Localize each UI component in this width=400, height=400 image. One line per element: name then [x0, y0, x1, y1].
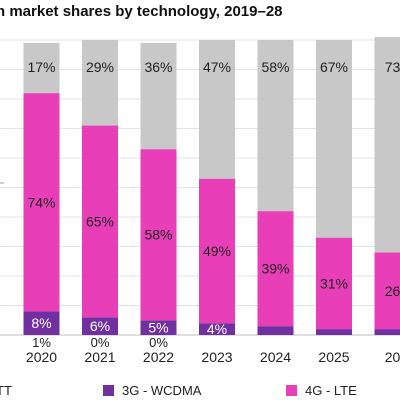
data-label-2025-series-2: 67%	[320, 59, 348, 75]
bottom-label-2022: 0%	[149, 335, 168, 350]
data-label-2022-series-2: 36%	[144, 59, 172, 75]
data-label-2023-series-2: 47%	[203, 59, 231, 75]
bar-2025-series-2	[316, 40, 352, 238]
data-label-2020-series-2: 17%	[27, 59, 55, 75]
legend-swatch-4g	[286, 384, 297, 396]
x-tick-label-2020: 2020	[26, 349, 57, 365]
legend-label-4g: 4G - LTE	[305, 382, 357, 398]
x-tick-label-2022: 2022	[143, 349, 174, 365]
data-label-2020-series-0: 8%	[31, 315, 51, 331]
data-label-2022-series-1: 58%	[144, 227, 172, 243]
data-label-20-series-1: 26	[385, 283, 400, 299]
bar-2022-series-1	[140, 149, 177, 321]
data-label-2021-series-1: 65%	[86, 213, 114, 229]
bar-2025-series-1	[316, 237, 352, 330]
data-label-2020-series-1: 74%	[27, 194, 55, 210]
legend-item-4g: 4G - LTE	[286, 380, 357, 400]
bottom-label-2021: 0%	[91, 335, 110, 350]
data-label-2024-series-1: 39%	[261, 261, 289, 277]
x-tick-label-2024: 2024	[260, 349, 291, 365]
legend-swatch-3g	[103, 384, 114, 396]
legend-label-tt: TT	[0, 382, 12, 398]
bar-20-series-0	[374, 329, 400, 335]
x-tick-label-2021: 2021	[84, 349, 115, 365]
legend-item-3g: 3G - WCDMA	[103, 380, 201, 400]
x-tick-label-2023: 2023	[201, 349, 232, 365]
bar-2021-series-2	[82, 40, 118, 126]
data-label-2023-series-0: 4%	[207, 321, 227, 337]
data-label-2021-series-0: 6%	[90, 318, 110, 334]
bar-2023-series-1	[199, 178, 235, 324]
bar-2021-series-1	[82, 125, 118, 318]
bar-2022-series-2	[140, 42, 177, 150]
x-tick-label-20: 20	[385, 349, 400, 365]
data-label-2021-series-2: 29%	[86, 59, 114, 75]
bar-2020-series-2	[23, 42, 60, 94]
bar-2020-series-1	[23, 93, 60, 312]
data-label-20-series-2: 73	[385, 59, 400, 75]
bar-2025-series-0	[316, 329, 352, 335]
data-label-2023-series-1: 49%	[203, 243, 231, 259]
bar-2021-series-0	[82, 317, 118, 335]
data-label-2025-series-1: 31%	[320, 275, 348, 291]
x-tick-label-2025: 2025	[318, 349, 349, 365]
bar-2023-series-0	[199, 323, 235, 335]
bar-20-series-1	[374, 252, 400, 330]
bar-2024-series-0	[257, 326, 294, 335]
bar-2022-series-0	[140, 320, 177, 335]
bar-2020-series-0	[23, 311, 60, 335]
bar-2024-series-1	[257, 211, 294, 327]
bar-2023-series-2	[199, 40, 235, 179]
chart-title: n market shares by technology, 2019–28	[0, 3, 283, 20]
bar-20-series-2	[374, 37, 400, 253]
legend-item-tt: TT	[0, 380, 12, 400]
bar-2024-series-2	[257, 40, 294, 212]
legend-label-3g: 3G - WCDMA	[122, 382, 202, 398]
bottom-label-2020: 1%	[32, 335, 51, 350]
data-label-2022-series-0: 5%	[148, 320, 168, 336]
data-label-2024-series-2: 58%	[261, 59, 289, 75]
